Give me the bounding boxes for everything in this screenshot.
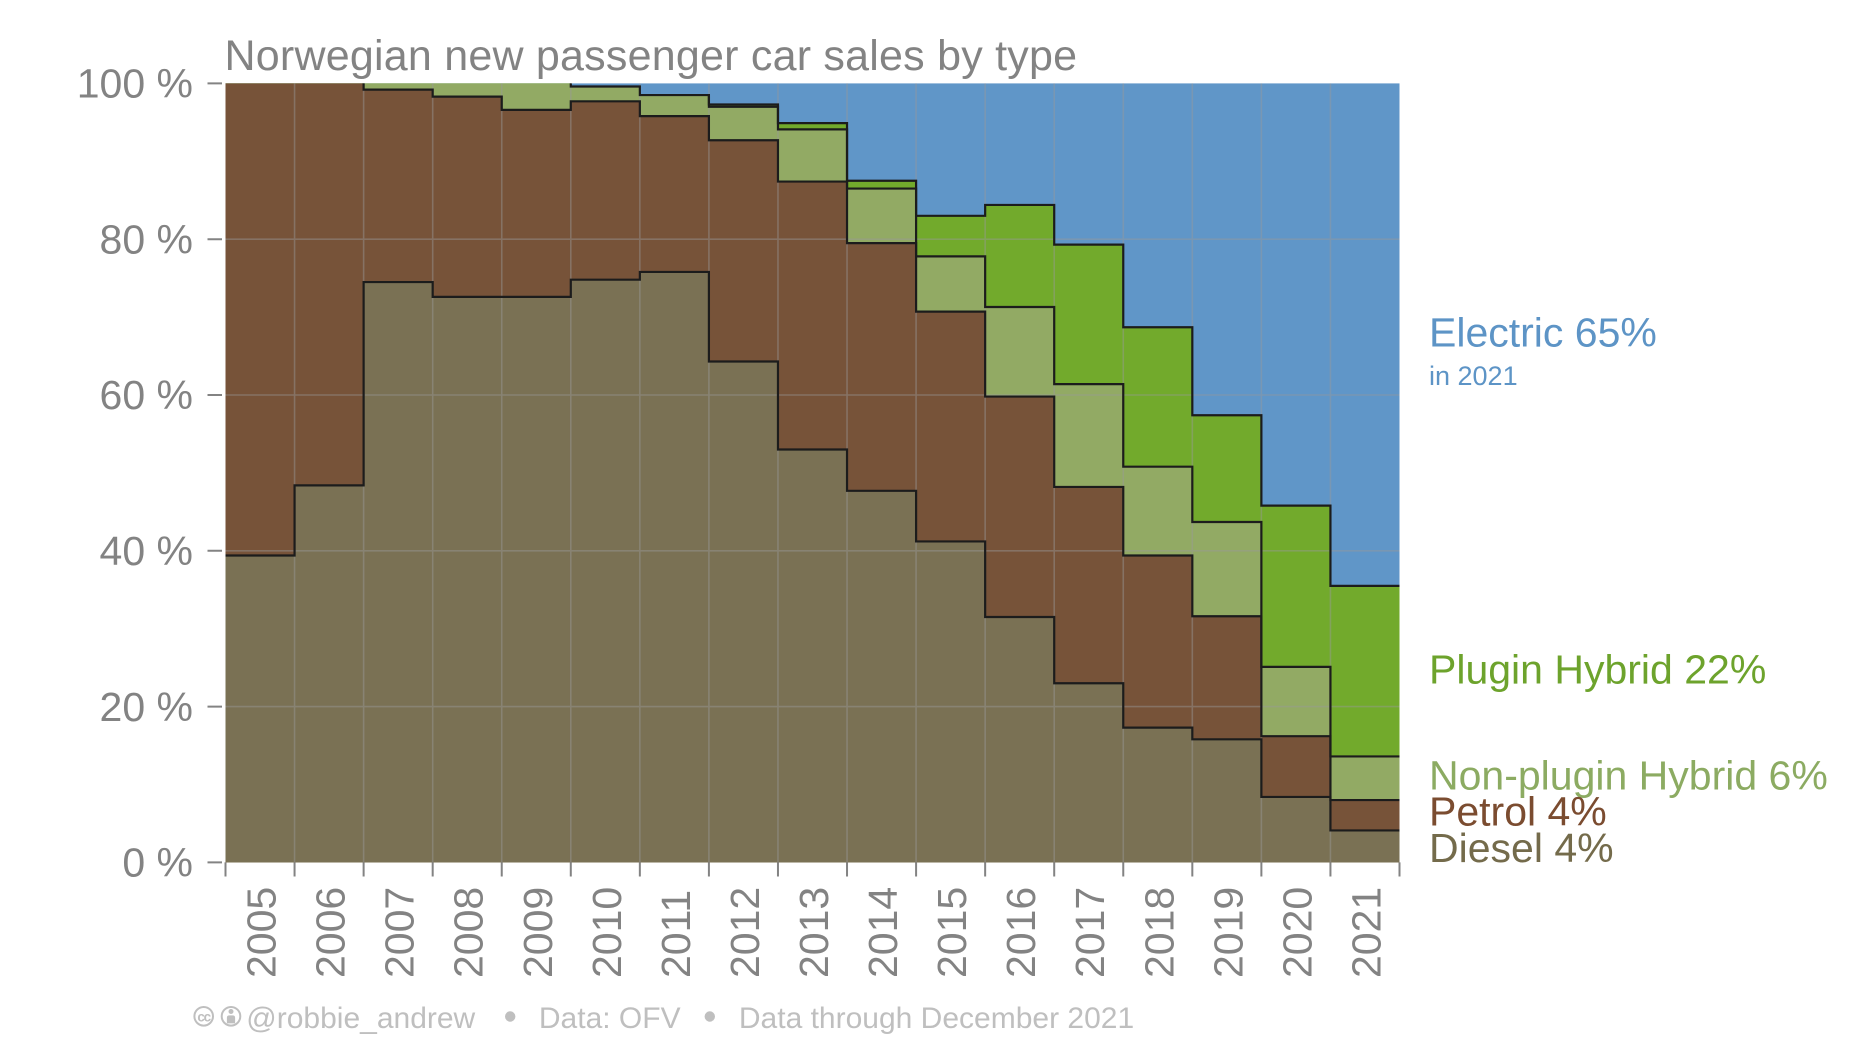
svg-text:in 2021: in 2021	[1429, 361, 1518, 391]
svg-text:@robbie_andrew: @robbie_andrew	[246, 1002, 475, 1035]
svg-text:cc: cc	[197, 1010, 211, 1025]
svg-text:2016: 2016	[998, 887, 1044, 978]
svg-text:60 %: 60 %	[100, 372, 193, 418]
svg-text:Plugin Hybrid 22%: Plugin Hybrid 22%	[1429, 647, 1766, 693]
svg-text:Data through December 2021: Data through December 2021	[739, 1002, 1134, 1035]
svg-text:2021: 2021	[1343, 887, 1389, 978]
svg-text:2018: 2018	[1136, 887, 1182, 978]
svg-text:40 %: 40 %	[100, 528, 193, 574]
svg-text:2008: 2008	[446, 887, 492, 978]
svg-text:2017: 2017	[1067, 887, 1113, 978]
svg-text:2007: 2007	[377, 887, 423, 978]
svg-text:Norwegian new passenger car sa: Norwegian new passenger car sales by typ…	[225, 32, 1078, 80]
svg-text:2014: 2014	[860, 887, 906, 978]
svg-text:0 %: 0 %	[122, 840, 193, 886]
svg-text:2015: 2015	[929, 887, 975, 978]
svg-text:80 %: 80 %	[100, 216, 193, 262]
svg-text:2019: 2019	[1205, 887, 1251, 978]
svg-text:2005: 2005	[239, 887, 285, 978]
svg-text:2010: 2010	[584, 887, 630, 978]
svg-text:Electric 65%: Electric 65%	[1429, 310, 1657, 356]
svg-text:2013: 2013	[791, 887, 837, 978]
svg-text:Data: OFV: Data: OFV	[539, 1002, 681, 1035]
svg-text:2009: 2009	[515, 887, 561, 978]
svg-text:20 %: 20 %	[100, 684, 193, 730]
svg-text:2011: 2011	[653, 890, 699, 978]
svg-text:Petrol 4%: Petrol 4%	[1429, 789, 1607, 835]
svg-text:100 %: 100 %	[77, 61, 193, 107]
svg-text:2020: 2020	[1274, 887, 1320, 978]
svg-text:Diesel 4%: Diesel 4%	[1429, 825, 1614, 871]
svg-text:Non-plugin Hybrid 6%: Non-plugin Hybrid 6%	[1429, 752, 1828, 798]
svg-text:2012: 2012	[722, 887, 768, 978]
svg-text:2006: 2006	[308, 887, 354, 978]
